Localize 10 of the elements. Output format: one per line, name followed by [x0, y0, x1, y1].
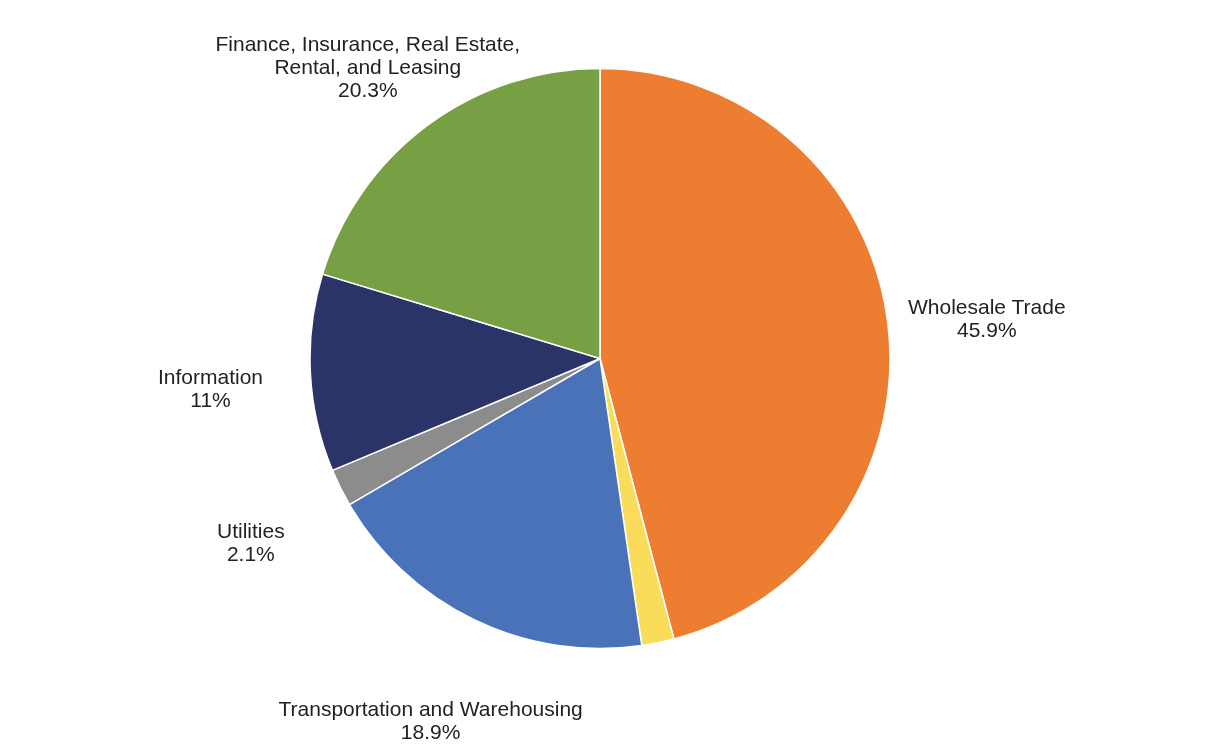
- slice-label: Utilities: [217, 519, 285, 543]
- data-label: 45.9%: [957, 318, 1017, 342]
- data-label: 11%: [190, 388, 231, 412]
- data-label: 20.3%: [338, 78, 398, 102]
- slice-label: Wholesale Trade: [907, 295, 1066, 319]
- slice-label: Transportation and Warehousing: [278, 696, 583, 720]
- data-label: 18.9%: [400, 719, 461, 743]
- data-label: 2.1%: [226, 542, 275, 566]
- slice-label: Finance, Insurance, Real Estate, Rental, and Leasing: [215, 32, 521, 79]
- slice-label: Information: [157, 365, 264, 389]
